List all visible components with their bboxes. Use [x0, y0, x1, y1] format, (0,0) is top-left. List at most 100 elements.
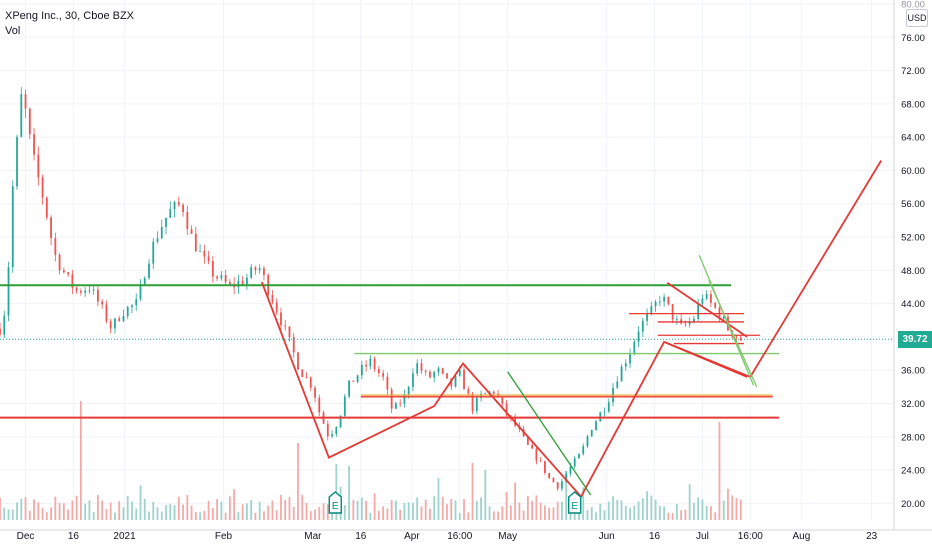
candle-body — [395, 403, 397, 409]
candle-body — [463, 369, 465, 390]
volume-bar — [190, 505, 193, 520]
candle-body — [403, 394, 406, 404]
candle-body — [369, 358, 372, 367]
candle-body — [58, 254, 61, 271]
candle-body — [152, 241, 155, 264]
volume-bar — [3, 507, 6, 520]
candle-body — [458, 369, 461, 376]
volume-bar — [654, 499, 657, 520]
x-tick-label: Mar — [304, 531, 322, 542]
volume-bar — [518, 502, 521, 520]
candle-body — [701, 298, 704, 304]
candle-body — [71, 274, 74, 288]
trend-line — [260, 160, 882, 499]
volume-bar — [437, 478, 440, 520]
volume-bar — [318, 506, 321, 520]
candle-body — [505, 403, 508, 416]
candle-body — [297, 352, 299, 370]
candle-body — [624, 363, 627, 367]
candle-body — [646, 313, 648, 321]
x-tick-label: Dec — [17, 531, 35, 542]
volume-bar — [599, 503, 602, 520]
volume-bar — [382, 506, 385, 520]
candle-body — [722, 316, 725, 319]
trend-line — [663, 341, 748, 378]
volume-bar — [288, 496, 291, 520]
x-tick-label: 23 — [866, 531, 878, 542]
candle-body — [67, 272, 70, 275]
volume-bar — [37, 502, 40, 520]
y-tick-label: 44.00 — [901, 299, 925, 310]
y-tick-label: 60.00 — [901, 166, 925, 177]
candle-body — [97, 289, 99, 302]
volume-bar — [275, 510, 278, 520]
volume-bar — [246, 503, 248, 520]
candle-body — [429, 371, 431, 378]
candles — [0, 86, 742, 492]
volume-bar — [714, 512, 717, 520]
volume-bar — [139, 485, 142, 520]
candle-body — [131, 305, 133, 307]
volume-bar — [539, 502, 542, 520]
volume-bar — [441, 496, 444, 520]
candle-body — [20, 94, 23, 137]
volume-indicator-label[interactable]: Vol — [5, 25, 21, 37]
trend-drawings — [0, 160, 882, 499]
volume-bar — [165, 505, 167, 520]
y-tick-label: 32.00 — [901, 399, 925, 410]
y-tick-label: 64.00 — [901, 133, 925, 144]
currency-badge[interactable]: USD — [906, 9, 928, 27]
volume-bar — [595, 512, 597, 520]
candle-body — [667, 296, 670, 305]
volume-bar — [505, 492, 508, 520]
earnings-badge-shape — [568, 491, 582, 514]
volume-bar — [484, 469, 487, 520]
candle-body — [548, 473, 551, 478]
volume-bar — [109, 502, 112, 520]
candle-body — [688, 321, 691, 325]
volume-bar — [88, 500, 91, 520]
candle-body — [305, 377, 308, 378]
candle-body — [539, 460, 542, 462]
volume-bar — [497, 511, 499, 520]
volume-bar — [450, 498, 453, 520]
volume-bar — [50, 507, 52, 520]
volume-bar — [446, 504, 448, 520]
candle-body — [412, 373, 414, 387]
volume-bar — [731, 495, 734, 520]
candle-body — [28, 108, 31, 135]
candle-body — [118, 318, 121, 321]
candle-body — [586, 436, 589, 447]
candle-body — [437, 368, 440, 373]
volume-bar — [92, 512, 95, 520]
candle-body — [143, 278, 146, 285]
volume-bar — [684, 509, 687, 520]
volume-bar — [544, 505, 546, 520]
candle-body — [199, 250, 201, 252]
candle-body — [556, 482, 559, 489]
candle-body — [11, 186, 14, 268]
volume-bar — [624, 505, 627, 520]
symbol-title[interactable]: XPeng Inc., 30, Cboe BZX — [5, 10, 135, 22]
volume-bar — [309, 511, 312, 520]
last-price-tag: 39.72 — [898, 331, 932, 348]
volume-bar — [514, 482, 517, 520]
volume-bar — [84, 503, 87, 520]
candle-body — [165, 217, 167, 227]
candle-body — [246, 277, 248, 285]
candle-body — [446, 373, 448, 379]
candle-body — [675, 319, 678, 321]
volume-bar — [118, 501, 121, 520]
chart-legend: XPeng Inc., 30, Cboe BZX Vol — [5, 9, 134, 39]
candle-body — [228, 281, 231, 284]
volume-bar — [641, 498, 644, 520]
candle-body — [79, 290, 82, 293]
candle-body — [263, 268, 265, 276]
candle-body — [654, 301, 657, 307]
trend-line — [507, 371, 592, 496]
volume-bar — [326, 504, 329, 520]
candle-body — [671, 304, 674, 320]
candle-body — [148, 263, 150, 279]
candle-body — [220, 275, 223, 279]
